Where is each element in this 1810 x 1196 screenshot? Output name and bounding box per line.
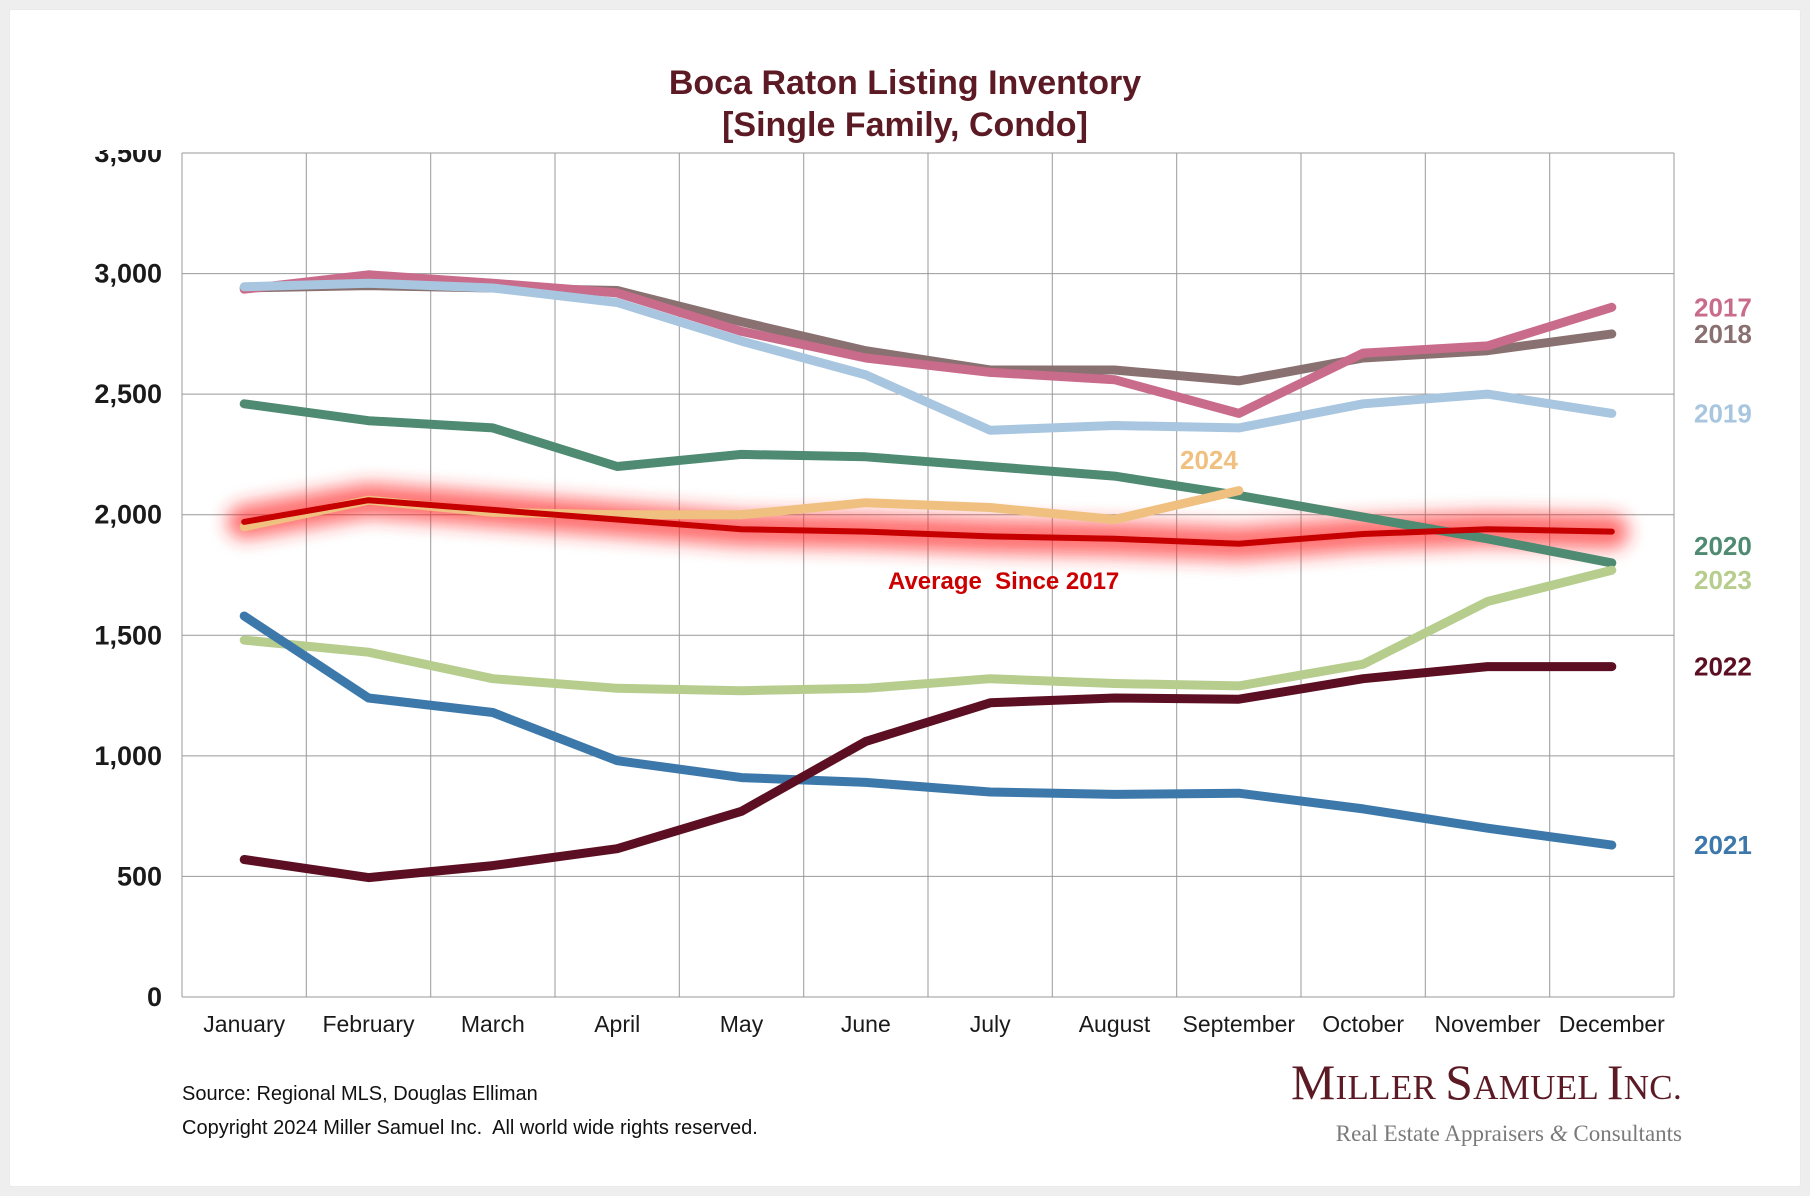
svg-text:3,500: 3,500 xyxy=(94,150,162,168)
svg-text:October: October xyxy=(1322,1011,1404,1037)
svg-text:2019: 2019 xyxy=(1694,398,1752,428)
svg-text:2022: 2022 xyxy=(1694,652,1752,682)
svg-text:June: June xyxy=(841,1011,891,1037)
svg-text:April: April xyxy=(594,1011,640,1037)
svg-text:May: May xyxy=(720,1011,764,1037)
svg-text:2023: 2023 xyxy=(1694,565,1752,595)
svg-text:September: September xyxy=(1183,1011,1296,1037)
svg-text:January: January xyxy=(203,1011,285,1037)
svg-text:December: December xyxy=(1559,1011,1665,1037)
svg-text:3,000: 3,000 xyxy=(94,259,162,289)
svg-text:November: November xyxy=(1434,1011,1540,1037)
svg-text:1,500: 1,500 xyxy=(94,620,162,650)
svg-text:February: February xyxy=(322,1011,415,1037)
svg-text:August: August xyxy=(1079,1011,1151,1037)
svg-text:500: 500 xyxy=(117,861,162,891)
svg-text:2017: 2017 xyxy=(1694,292,1752,322)
svg-text:2020: 2020 xyxy=(1694,531,1752,561)
svg-text:2,500: 2,500 xyxy=(94,379,162,409)
svg-text:0: 0 xyxy=(147,982,162,1012)
svg-text:March: March xyxy=(461,1011,525,1037)
svg-text:1,000: 1,000 xyxy=(94,741,162,771)
svg-text:2,000: 2,000 xyxy=(94,500,162,530)
svg-text:2021: 2021 xyxy=(1694,830,1752,860)
svg-text:July: July xyxy=(970,1011,1011,1037)
svg-text:2018: 2018 xyxy=(1694,319,1752,349)
